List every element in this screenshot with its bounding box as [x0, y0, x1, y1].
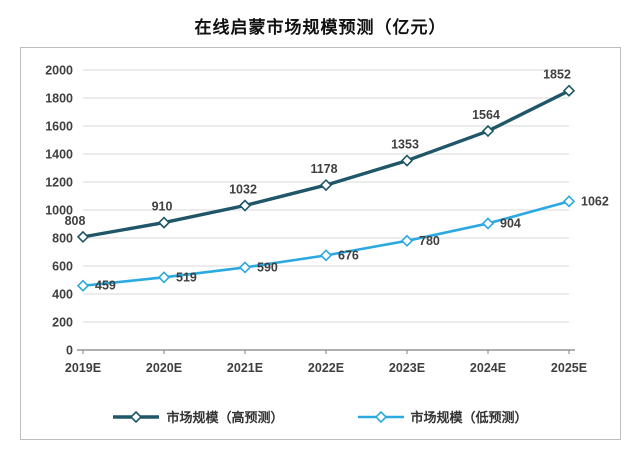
data-label: 1852	[543, 68, 571, 82]
legend-item-low: 市场规模（低预测）	[357, 407, 528, 426]
data-point-marker	[238, 199, 252, 212]
y-axis-tick-label: 0	[66, 344, 73, 358]
data-label: 808	[65, 214, 86, 228]
diamond-marker-icon	[374, 410, 387, 423]
data-point-marker	[238, 261, 252, 274]
data-label: 590	[257, 260, 278, 274]
legend-item-high: 市场规模（高预测）	[113, 407, 284, 426]
data-point-marker	[319, 249, 333, 262]
y-axis-tick-label: 1600	[45, 120, 73, 134]
data-label: 676	[338, 248, 359, 262]
y-axis-tick-label: 1200	[45, 176, 73, 190]
data-point-marker	[400, 154, 414, 167]
data-label: 1178	[310, 162, 337, 176]
data-point-marker	[481, 217, 495, 230]
legend-line-icon	[113, 410, 160, 423]
y-axis-tick-label: 1000	[45, 204, 73, 218]
data-point-marker	[76, 230, 90, 244]
chart-plot-box: 0 200 400 600 800 1000 1200 1400 1600 1800 2000 201…	[20, 47, 621, 440]
y-axis-tick-label: 800	[52, 232, 73, 246]
data-point-marker	[562, 84, 576, 97]
legend-label: 市场规模（高预测）	[166, 410, 284, 425]
data-point-marker	[319, 178, 333, 192]
data-point-marker	[157, 216, 171, 229]
y-axis-tick-label: 1400	[45, 148, 73, 162]
chart-legend: 市场规模（高预测） 市场规模（低预测）	[21, 407, 620, 426]
data-label: 904	[500, 216, 521, 230]
x-axis-category-label: 2019E	[65, 361, 101, 375]
x-axis-category-label: 2021E	[227, 361, 263, 375]
data-label: 519	[176, 270, 197, 284]
x-axis-category-label: 2023E	[389, 361, 425, 375]
data-label: 780	[419, 234, 440, 248]
chart-title: 在线启蒙市场规模预测（亿元）	[194, 18, 447, 37]
x-axis-category-label: 2022E	[308, 361, 344, 375]
diamond-marker-icon	[130, 410, 143, 423]
legend-label: 市场规模（低预测）	[410, 410, 528, 425]
x-axis-category-label: 2024E	[470, 361, 506, 375]
data-point-marker	[76, 279, 90, 292]
y-axis-tick-label: 2000	[45, 64, 73, 78]
data-point-marker	[400, 234, 414, 247]
legend-line-icon	[357, 410, 404, 423]
y-axis-tick-label: 600	[52, 260, 73, 274]
data-label: 910	[152, 200, 173, 214]
data-label: 459	[95, 279, 116, 293]
data-label: 1564	[472, 108, 500, 122]
data-point-marker	[481, 124, 495, 138]
data-point-marker	[157, 271, 171, 284]
x-axis-category-label: 2020E	[146, 361, 182, 375]
y-axis-tick-label: 200	[52, 316, 73, 330]
data-label: 1032	[229, 183, 257, 197]
y-axis-tick-label: 1800	[45, 92, 73, 106]
data-point-marker	[562, 195, 576, 208]
data-label: 1062	[581, 194, 609, 208]
chart-svg: 0 200 400 600 800 1000 1200 1400 1600 1800 2000 201…	[45, 64, 609, 376]
y-axis-tick-label: 400	[52, 288, 73, 302]
series-line-low	[81, 200, 571, 288]
x-axis-category-label: 2025E	[551, 361, 587, 375]
data-label: 1353	[391, 138, 419, 152]
